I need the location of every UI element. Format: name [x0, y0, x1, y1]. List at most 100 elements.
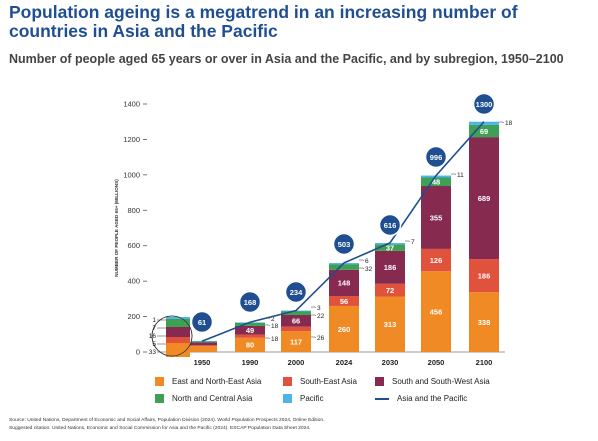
bar-value-label: 80 [246, 341, 254, 350]
bar-segment [281, 326, 311, 332]
bar-value-label: 37 [386, 243, 394, 252]
magnified-segment [166, 317, 190, 319]
y-tick-label: 400 [127, 277, 140, 286]
bar-value-label: 72 [386, 286, 394, 295]
total-line [201, 121, 485, 342]
y-tick-label: 600 [127, 241, 140, 250]
magnified-segment [166, 319, 190, 327]
bar-value-label: 186 [478, 271, 491, 280]
source-note: Source: United Nations, Department of Ec… [9, 417, 594, 433]
bar-segment [187, 341, 217, 342]
legend-item: North and Central Asia [155, 394, 253, 403]
callout-leader [311, 314, 317, 317]
citation-line: Suggested citation: United Nations, Econ… [9, 426, 311, 431]
legend-label: South and South-West Asia [392, 377, 490, 386]
bar-segment [281, 314, 311, 327]
bar-segment [329, 269, 359, 297]
bar-segment [469, 137, 499, 260]
legend-color-swatch [375, 377, 384, 386]
legend-item: Pacific [283, 394, 324, 403]
callout-leader [265, 324, 271, 327]
bar-segment [421, 177, 451, 187]
legend-label: Asia and the Pacific [397, 394, 468, 403]
legend-label: East and North-East Asia [172, 377, 262, 386]
legend-label: North and Central Asia [172, 394, 253, 403]
callout-leader [405, 240, 411, 243]
callout-label: 3 [317, 305, 321, 312]
legend-item: South and South-West Asia [375, 377, 490, 386]
callout-label: 6 [365, 258, 369, 265]
magnified-segment [166, 327, 190, 337]
callout-label: 5 [152, 341, 156, 348]
callout-label: 18 [271, 336, 279, 343]
x-tick-label: 2024 [336, 358, 354, 367]
total-value-label: 503 [338, 240, 351, 249]
total-bubble [378, 213, 402, 237]
y-tick-label: 0 [136, 348, 140, 357]
total-bubble [284, 280, 308, 304]
total-value-label: 61 [198, 318, 206, 327]
callout-leader [451, 173, 457, 176]
callout-label: 22 [317, 313, 325, 320]
legend-color-swatch [155, 377, 164, 386]
bar-segment [187, 345, 217, 347]
y-tick-label: 1200 [123, 135, 140, 144]
total-value-label: 168 [244, 298, 257, 307]
x-tick-label: 1990 [242, 358, 259, 367]
bar-value-label: 49 [246, 326, 254, 335]
callout-label: 18 [271, 323, 279, 330]
bar-segment [187, 342, 217, 346]
magnified-segment [166, 343, 190, 357]
bar-value-label: 355 [430, 213, 443, 222]
legend-item: South-East Asia [283, 377, 357, 386]
legend-color-swatch [283, 377, 292, 386]
legend-color-swatch [283, 394, 292, 403]
callout-label: 32 [365, 266, 373, 273]
bar-segment [187, 341, 217, 343]
bar-segment [235, 322, 265, 326]
bar-value-label: 689 [478, 194, 491, 203]
callout-label: 7 [152, 325, 156, 332]
total-bubble [472, 92, 496, 116]
callout-label: 1 [152, 317, 156, 324]
y-axis-label: NUMBER OF PEOPLE AGED 65+ (MILLIONS) [114, 179, 119, 277]
bar-value-label: 338 [478, 318, 491, 327]
callout-label: 18 [505, 120, 513, 127]
bar-value-label: 117 [290, 337, 302, 346]
bar-value-label: 56 [340, 297, 348, 306]
bar-value-label: 126 [430, 256, 443, 265]
x-tick-label: 2000 [288, 358, 305, 367]
bar-segment [235, 334, 265, 338]
legend-item: Asia and the Pacific [375, 394, 467, 403]
legend-label: Pacific [300, 394, 324, 403]
x-tick-label: 2100 [476, 358, 493, 367]
bar-segment [469, 124, 499, 138]
total-bubble [332, 232, 356, 256]
x-tick-label: 1950 [194, 358, 211, 367]
bar-segment [469, 292, 499, 352]
bar-segment [187, 346, 217, 352]
bar-value-label: 186 [384, 263, 397, 272]
bar-segment [235, 325, 265, 335]
bar-value-label: 260 [338, 325, 351, 334]
callout-label: 7 [411, 239, 415, 246]
magnified-segment [166, 337, 190, 343]
bar-segment [375, 283, 405, 297]
bar-value-label: 313 [384, 320, 397, 329]
callout-label: 2 [271, 316, 275, 323]
bar-value-label: 69 [480, 127, 488, 136]
total-value-label: 234 [290, 288, 303, 297]
y-tick-label: 200 [127, 312, 140, 321]
bar-segment [235, 337, 265, 352]
bar-segment [375, 296, 405, 352]
x-tick-label: 2030 [382, 358, 399, 367]
bar-segment [329, 296, 359, 306]
y-tick-label: 1400 [123, 100, 140, 109]
callout-leader [359, 267, 365, 270]
callout-leader [311, 336, 317, 339]
bar-segment [375, 250, 405, 284]
bar-segment [421, 271, 451, 352]
bar-segment [421, 248, 451, 272]
bar-value-label: 148 [338, 279, 351, 288]
